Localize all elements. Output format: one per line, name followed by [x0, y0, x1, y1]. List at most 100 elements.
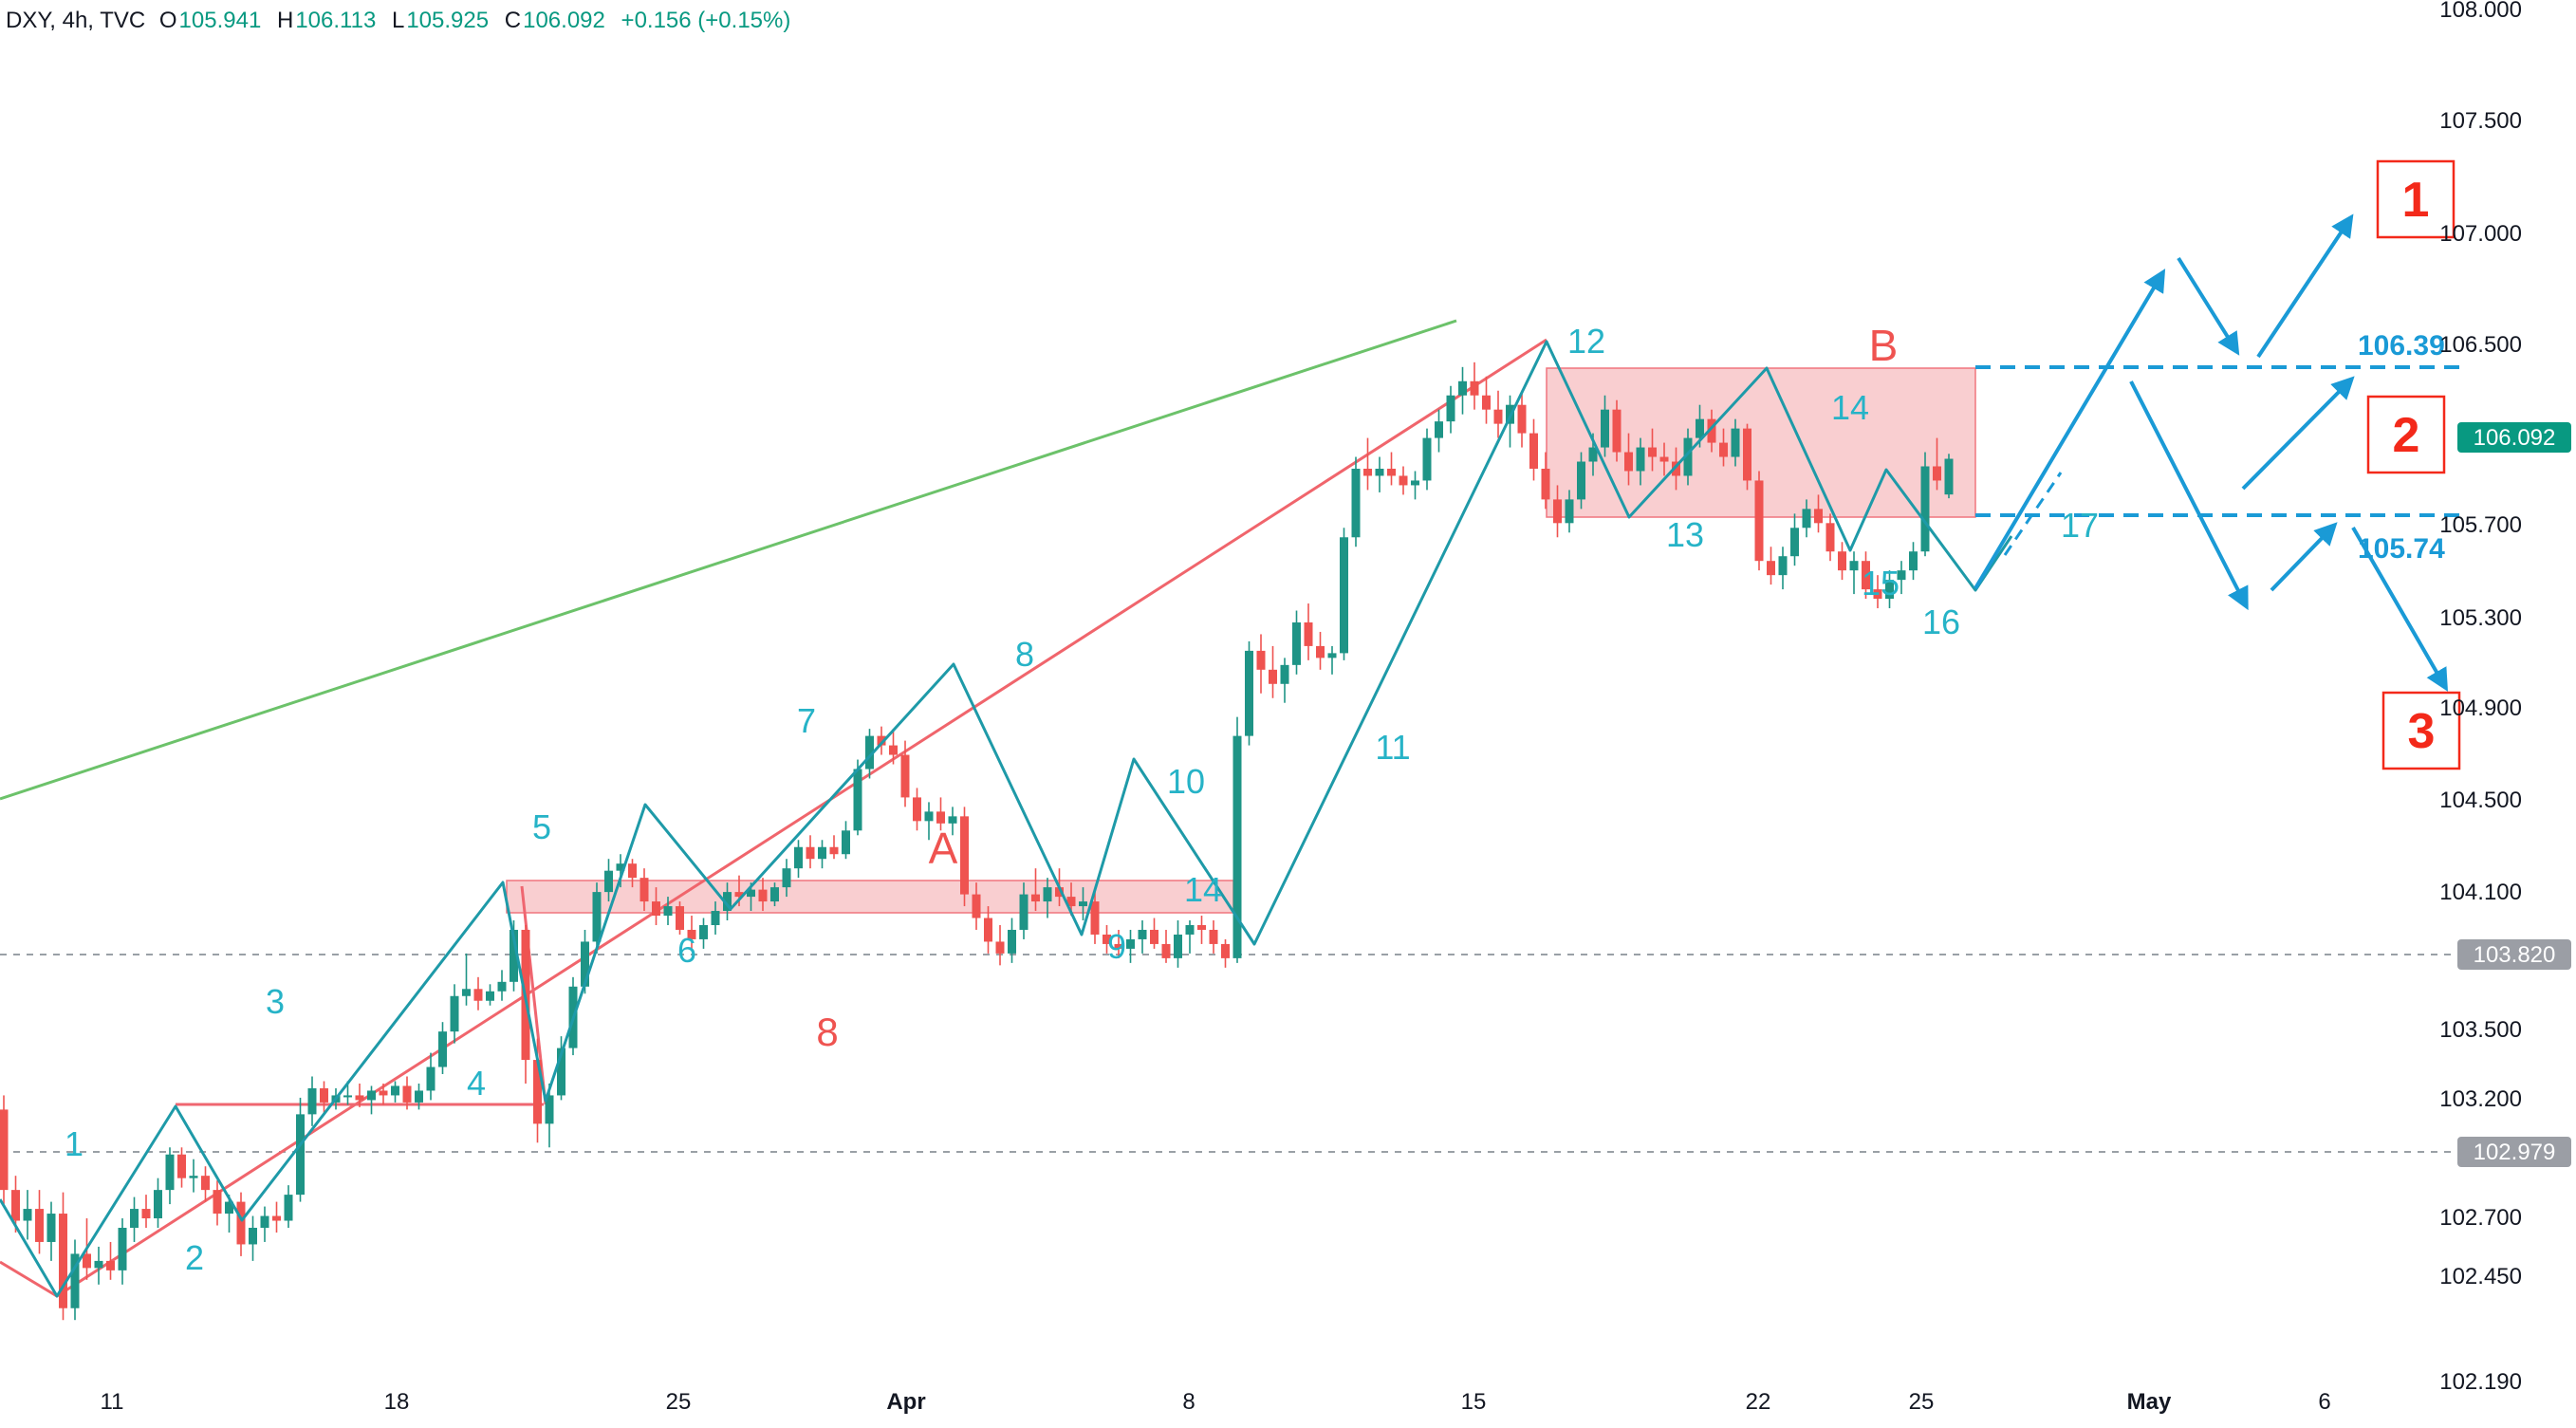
candle-down [1114, 943, 1123, 949]
symbol-legend[interactable]: DXY, 4h, TVC O105.941 H106.113 L105.925 … [6, 8, 800, 34]
projection-label-upper: 106.39 [2358, 330, 2445, 362]
candle-up [1601, 409, 1609, 448]
time-axis[interactable]: 11 18 25 Apr 8 15 22 25 May 6 [101, 1389, 2331, 1415]
y-tick-label: 105.300 [2439, 605, 2522, 631]
x-tick-label: 25 [1909, 1389, 1935, 1415]
candle-down [1754, 480, 1764, 562]
candle-up [1351, 468, 1361, 538]
projection-arrow [2129, 380, 2249, 611]
candle-down [889, 745, 898, 755]
candle-up [1909, 551, 1918, 571]
candle-down [177, 1154, 186, 1178]
candle-down [1517, 404, 1527, 434]
wave-label-4: 4 [467, 1064, 486, 1103]
candle-down [1197, 924, 1206, 930]
scenario-box-2 [2366, 395, 2446, 474]
zone-a [506, 880, 1234, 914]
candle-down [83, 1253, 91, 1269]
candle-up [604, 870, 613, 893]
candle-up [1340, 537, 1348, 654]
candle-up [1435, 421, 1443, 438]
candle-up [1232, 735, 1242, 958]
candle-up [711, 911, 720, 925]
candle-down [806, 846, 815, 860]
candle-down [1090, 901, 1100, 935]
candle-down [972, 894, 981, 918]
candle-up [723, 892, 732, 912]
candle-up [770, 887, 779, 902]
candle-down [533, 1060, 542, 1124]
last-price-tag[interactable] [2457, 422, 2571, 453]
candle-down [1316, 645, 1325, 658]
projection-arrow [2241, 376, 2355, 491]
candle-up [307, 1087, 317, 1115]
wave-label-12: 12 [1567, 322, 1605, 361]
candle-up [130, 1209, 139, 1229]
candle-down [1304, 621, 1313, 646]
projection-label-lower: 105.74 [2358, 533, 2445, 565]
candle-down [1066, 897, 1076, 907]
candle-down [236, 1201, 246, 1245]
projection-arrow [2177, 256, 2240, 356]
candle-up [1079, 901, 1087, 907]
candle-up [260, 1215, 269, 1229]
candle-down [1743, 428, 1751, 481]
projection-arrow [2351, 526, 2449, 692]
y-tick-label: 102.700 [2439, 1205, 2522, 1231]
candle-up [70, 1253, 80, 1308]
y-tick-label: 108.000 [2439, 0, 2522, 23]
candle-up [747, 889, 755, 898]
legend-change: +0.156 (+0.15%) [621, 8, 791, 33]
candle-down [1470, 380, 1479, 396]
level-tag-upper[interactable] [2457, 939, 2571, 970]
candle-down [379, 1090, 388, 1096]
candle-down [0, 1109, 9, 1191]
candle-up [1790, 528, 1799, 557]
candle-down [355, 1095, 364, 1101]
candlesticks [0, 362, 1954, 1321]
x-tick-label: 25 [666, 1389, 692, 1415]
y-tick-label: 106.500 [2439, 332, 2522, 358]
wave-label-5: 5 [532, 807, 551, 846]
candle-down [320, 1087, 328, 1103]
legend-open-label: O [158, 8, 177, 33]
projection-arrow [2256, 213, 2354, 359]
green-trend-line [0, 319, 1457, 801]
candle-up [438, 1031, 447, 1067]
candle-up [1375, 468, 1384, 476]
candle-down [900, 754, 910, 798]
candle-down [402, 1085, 412, 1103]
legend-symbol[interactable]: DXY, 4h, TVC [6, 8, 146, 33]
x-tick-label: Apr [886, 1389, 925, 1415]
candle-down [35, 1209, 44, 1242]
level-tag-lower[interactable] [2457, 1137, 2571, 1167]
candle-up [343, 1095, 352, 1098]
legend-close-label: C [504, 8, 522, 33]
candle-up [1174, 934, 1182, 958]
candle-up [581, 941, 589, 987]
candle-up [1043, 887, 1052, 902]
wave-label-11: 11 [1375, 728, 1410, 767]
scenario-label-2: 2 [2393, 408, 2420, 463]
y-tick-label: 102.190 [2439, 1369, 2522, 1395]
candle-up [426, 1066, 436, 1091]
candle-down [1672, 461, 1680, 476]
candle-down [1814, 509, 1823, 524]
wave-label-red-8: 8 [816, 1010, 838, 1054]
candle-up [165, 1154, 175, 1191]
wave-label-6: 6 [677, 931, 696, 970]
wave-label-9: 9 [1107, 927, 1126, 966]
candle-down [1767, 561, 1775, 576]
wave-count-lines [0, 340, 2063, 1298]
candle-up [462, 989, 471, 996]
candle-down [11, 1190, 20, 1221]
candle-up [1292, 621, 1301, 665]
price-axis[interactable]: 108.000 107.500 107.000 106.500 105.700 105.3… [2439, 0, 2571, 1395]
candle-down [984, 918, 992, 942]
candle-up [497, 981, 507, 992]
wave-label-3: 3 [266, 982, 285, 1021]
candle-up [189, 1176, 198, 1178]
